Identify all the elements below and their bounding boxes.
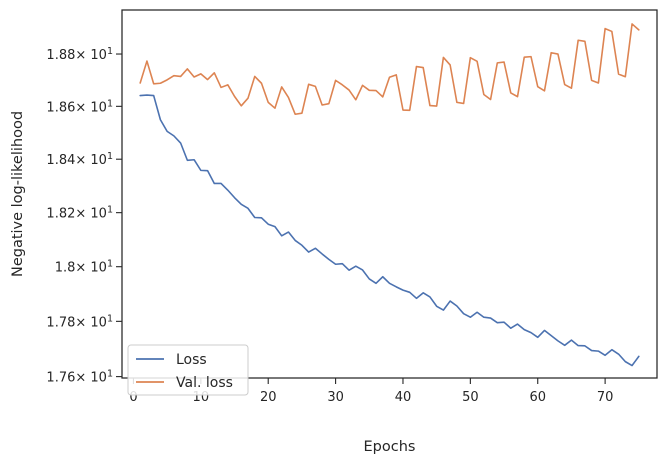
y-tick-label: 1.84× 101 <box>46 151 113 168</box>
y-tick-label: 1.86× 101 <box>46 98 113 115</box>
series-line-loss <box>139 94 640 367</box>
y-tick-mantissa: 1.86 <box>46 100 75 115</box>
y-tick-base: × 10 <box>75 315 107 330</box>
y-axis-title: Negative log-likelihood <box>10 111 26 277</box>
y-tick-exponent: 1 <box>107 98 113 109</box>
y-tick-exponent: 1 <box>107 313 113 324</box>
y-tick-exponent: 1 <box>107 259 113 270</box>
y-tick-base: × 10 <box>75 261 107 276</box>
y-tick-label: 1.88× 101 <box>46 46 113 63</box>
y-tick-label: 1.78× 101 <box>46 313 113 330</box>
x-tick-label: 50 <box>462 390 479 405</box>
y-tick-mantissa: 1.8 <box>55 261 76 276</box>
y-tick-label: 1.82× 101 <box>46 205 113 222</box>
x-tick-label: 30 <box>327 390 344 405</box>
y-tick-mantissa: 1.88 <box>46 48 75 63</box>
y-tick-base: × 10 <box>75 153 107 168</box>
x-tick-label: 0 <box>129 390 137 405</box>
x-tick-label: 60 <box>529 390 546 405</box>
y-tick-mantissa: 1.82 <box>46 207 75 222</box>
plot-area <box>139 23 640 367</box>
y-tick-mantissa: 1.78 <box>46 315 75 330</box>
x-axis-title: Epochs <box>364 439 416 455</box>
y-tick-base: × 10 <box>75 371 107 386</box>
y-tick-exponent: 1 <box>107 369 113 380</box>
legend: Loss Val. loss <box>127 344 249 396</box>
y-tick-exponent: 1 <box>107 151 113 162</box>
y-tick-exponent: 1 <box>107 46 113 57</box>
legend-label: Loss <box>176 352 207 368</box>
x-axis: 0 10 20 30 40 50 60 70 <box>129 378 613 405</box>
x-tick-label: 20 <box>260 390 277 405</box>
series-line-val-loss <box>139 23 640 116</box>
y-tick-base: × 10 <box>75 100 107 115</box>
legend-label: Val. loss <box>176 375 233 391</box>
y-tick-label: 1.76× 101 <box>46 369 113 386</box>
y-tick-exponent: 1 <box>107 205 113 216</box>
plot-frame <box>121 9 658 379</box>
y-tick-mantissa: 1.76 <box>46 371 75 386</box>
x-tick-label: 70 <box>597 390 614 405</box>
y-tick-base: × 10 <box>75 207 107 222</box>
series-layer <box>139 23 640 367</box>
y-tick-mantissa: 1.84 <box>46 153 75 168</box>
x-tick-label: 40 <box>395 390 412 405</box>
y-tick-label: 1.8× 101 <box>55 259 113 276</box>
y-tick-base: × 10 <box>75 48 107 63</box>
